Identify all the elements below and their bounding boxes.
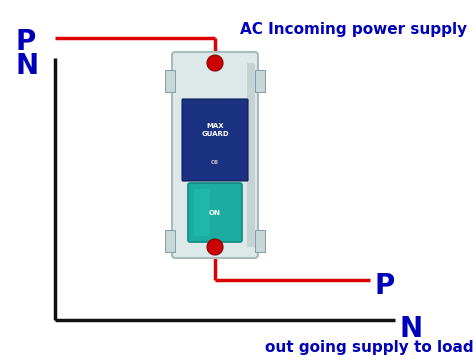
Text: ON: ON <box>209 210 221 216</box>
Bar <box>255 230 265 252</box>
Circle shape <box>207 55 223 71</box>
FancyBboxPatch shape <box>188 183 242 242</box>
Text: MAX
GUARD: MAX GUARD <box>201 123 229 136</box>
Bar <box>165 70 175 92</box>
Bar <box>255 70 265 92</box>
Circle shape <box>207 239 223 255</box>
Text: N: N <box>15 52 38 80</box>
Bar <box>165 230 175 252</box>
Text: AC Incoming power supply: AC Incoming power supply <box>240 22 467 37</box>
FancyBboxPatch shape <box>172 52 258 258</box>
Text: out going supply to load: out going supply to load <box>265 340 474 355</box>
Bar <box>194 189 210 236</box>
Text: P: P <box>15 28 35 56</box>
Text: N: N <box>400 315 423 343</box>
Text: P: P <box>375 272 395 300</box>
Bar <box>247 63 255 247</box>
FancyBboxPatch shape <box>182 99 248 181</box>
Text: C6: C6 <box>211 160 219 165</box>
